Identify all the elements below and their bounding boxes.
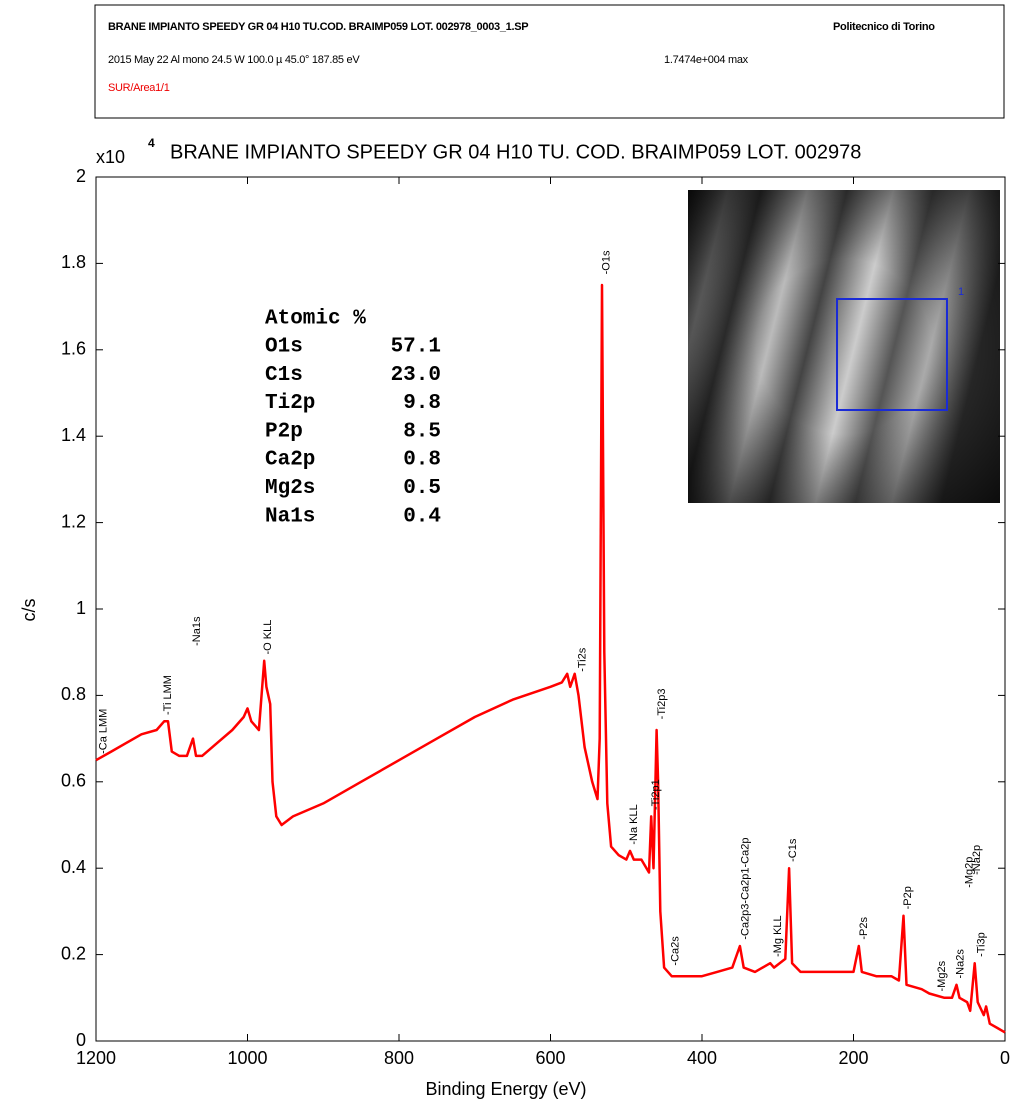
peak-label: -Ca2p3-Ca2p1-Ca2p [739, 838, 751, 940]
peak-label: -Na1s [191, 616, 203, 646]
peak-label: -C1s [787, 838, 799, 862]
x-tick-label: 1000 [227, 1048, 267, 1068]
atomic-element: C1s [265, 364, 303, 387]
atomic-percent: 0.5 [403, 477, 441, 500]
atomic-element: P2p [265, 420, 303, 443]
y-tick-label: 1.2 [61, 511, 86, 531]
peak-label: -Ti2p3 [656, 689, 668, 720]
peak-label: -Na2s [954, 949, 966, 979]
x-tick-label: 1200 [76, 1048, 116, 1068]
atomic-element: Mg2s [265, 477, 315, 500]
y-tick-label: 1.4 [61, 425, 86, 445]
peak-label: -Mg KLL [772, 915, 784, 957]
y-tick-label: 0 [76, 1030, 86, 1050]
x-tick-label: 400 [687, 1048, 717, 1068]
peak-label: -Ca2s [670, 936, 682, 966]
atomic-percent: 9.8 [403, 392, 441, 415]
x-tick-label: 600 [535, 1048, 565, 1068]
peak-label: -Ti2p1 [650, 779, 662, 810]
peak-label: -Ti3p [976, 932, 988, 957]
atomic-header: Atomic % [265, 308, 366, 331]
atomic-percent: 23.0 [391, 364, 441, 387]
y-multiplier-base: x10 [96, 147, 125, 167]
peak-label: -Ti2s [576, 647, 588, 672]
atomic-percent: 0.8 [403, 449, 441, 472]
y-tick-label: 2 [76, 166, 86, 186]
x-axis-label: Binding Energy (eV) [425, 1079, 586, 1099]
x-tick-label: 0 [1000, 1048, 1010, 1068]
atomic-element: Ca2p [265, 449, 315, 472]
y-tick-label: 0.6 [61, 771, 86, 791]
y-axis-label: c/s [19, 598, 39, 621]
y-tick-label: 1.6 [61, 339, 86, 359]
peak-label: -O1s [601, 250, 613, 274]
y-multiplier-exponent: 4 [148, 136, 155, 150]
peak-label: -Ca LMM [98, 709, 110, 754]
atomic-element: Na1s [265, 505, 315, 528]
header-area: SUR/Area1/1 [108, 82, 170, 94]
spectrum-line [95, 283, 1006, 1034]
y-tick-label: 0.8 [61, 684, 86, 704]
inset-label: 1 [958, 286, 964, 298]
atomic-percent: 8.5 [403, 420, 441, 443]
peak-label: -Mg2s [936, 960, 948, 991]
atomic-element: O1s [265, 336, 303, 359]
header-box [94, 4, 1005, 119]
y-tick-label: 1.8 [61, 252, 86, 272]
chart-title: BRANE IMPIANTO SPEEDY GR 04 H10 TU. COD.… [170, 141, 861, 163]
header-institution: Politecnico di Torino [833, 21, 935, 33]
peak-label: -P2s [858, 917, 870, 940]
peak-label: -Na KLL [628, 804, 640, 844]
peak-label: -Na2p [971, 845, 983, 875]
peak-label: -Mg2p [964, 857, 976, 888]
atomic-element: Ti2p [265, 392, 315, 415]
peak-label: -P2p [902, 886, 914, 909]
peak-label: -Ti LMM [162, 675, 174, 715]
y-tick-label: 1 [76, 598, 86, 618]
atomic-percent: 57.1 [391, 336, 441, 359]
y-tick-label: 0.2 [61, 943, 86, 963]
atomic-percent: 0.4 [403, 505, 441, 528]
header-acquisition: 2015 May 22 Al mono 24.5 W 100.0 µ 45.0°… [108, 54, 360, 66]
inset-image [688, 190, 1000, 503]
x-tick-label: 200 [838, 1048, 868, 1068]
y-tick-label: 0.4 [61, 857, 86, 877]
peak-label: -O KLL [262, 620, 274, 655]
header-file: BRANE IMPIANTO SPEEDY GR 04 H10 TU.COD. … [108, 21, 528, 33]
x-tick-label: 800 [384, 1048, 414, 1068]
header-max: 1.7474e+004 max [664, 54, 749, 66]
